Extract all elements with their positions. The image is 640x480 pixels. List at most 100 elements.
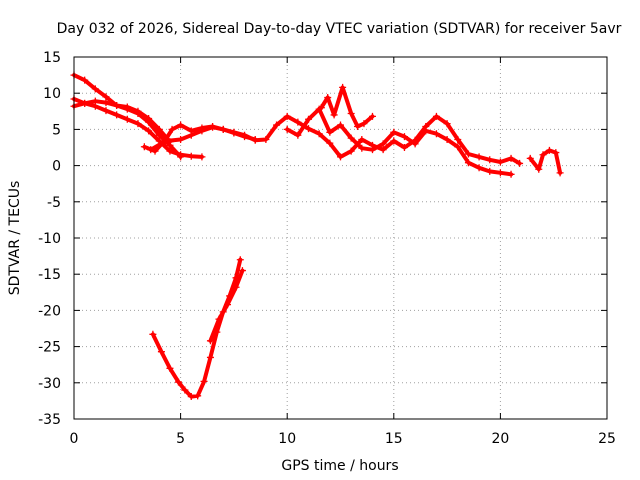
data-point xyxy=(516,159,524,167)
data-point xyxy=(443,120,451,128)
data-point xyxy=(194,392,202,400)
data-point xyxy=(177,151,185,159)
y-tick-label: -10 xyxy=(38,231,61,247)
data-point xyxy=(454,136,462,144)
data-point xyxy=(422,127,430,135)
data-point xyxy=(147,146,155,154)
series-line xyxy=(285,107,514,177)
data-point xyxy=(140,143,148,151)
data-point xyxy=(545,146,553,154)
x-tick-label: 5 xyxy=(176,431,185,447)
data-point xyxy=(496,169,504,177)
data-point xyxy=(209,123,217,131)
data-point xyxy=(262,136,270,144)
y-tick-label: -25 xyxy=(38,340,61,356)
chart-title: Day 032 of 2026, Sidereal Day-to-day VTE… xyxy=(57,21,622,37)
data-point xyxy=(464,150,472,158)
data-point xyxy=(241,131,249,139)
data-point xyxy=(360,120,368,128)
series-track-j xyxy=(206,267,246,345)
series-track-f xyxy=(283,105,515,178)
data-point xyxy=(81,99,89,107)
data-point xyxy=(251,136,259,144)
data-point xyxy=(206,353,214,361)
axes-layer: 0 5 10 15 20 25 15 10 5 0 -5 -10 -15 -20 -25 -30 -35 xyxy=(38,50,616,447)
data-point xyxy=(358,144,366,152)
series-layer xyxy=(70,71,564,401)
x-tick-label: 0 xyxy=(70,431,79,447)
data-point xyxy=(400,144,408,151)
data-point xyxy=(177,121,185,129)
data-point xyxy=(496,158,504,166)
data-point xyxy=(400,133,408,141)
data-point xyxy=(283,112,291,120)
data-point xyxy=(294,131,302,139)
y-tick-label: 0 xyxy=(52,159,61,175)
data-point xyxy=(475,164,483,172)
series-line xyxy=(528,148,563,175)
data-point xyxy=(283,125,291,133)
data-point xyxy=(526,154,534,162)
data-point xyxy=(507,170,515,178)
data-point xyxy=(273,121,281,129)
y-tick-label: -30 xyxy=(38,376,61,392)
data-point xyxy=(81,76,89,84)
data-point xyxy=(305,125,313,133)
data-point xyxy=(200,377,208,385)
data-point xyxy=(347,147,355,155)
data-point xyxy=(113,111,121,119)
x-axis-label: GPS time / hours xyxy=(281,458,398,474)
data-point xyxy=(181,386,189,394)
data-point xyxy=(339,83,347,91)
series-track-h xyxy=(526,146,564,177)
data-point xyxy=(354,123,362,131)
data-point xyxy=(411,140,419,148)
data-point xyxy=(230,128,238,136)
data-point xyxy=(162,137,170,145)
data-point xyxy=(390,137,398,145)
data-point xyxy=(166,364,174,372)
data-point xyxy=(232,283,240,291)
data-point xyxy=(219,125,227,133)
series-line xyxy=(150,257,243,399)
plot-frame xyxy=(73,56,608,420)
data-point xyxy=(347,134,355,142)
data-point xyxy=(145,127,153,135)
data-point xyxy=(556,169,564,177)
data-point xyxy=(174,378,182,386)
data-point xyxy=(187,152,195,160)
data-point xyxy=(157,348,165,356)
data-point xyxy=(552,149,560,157)
data-point xyxy=(123,103,131,111)
data-point xyxy=(91,97,99,105)
data-point xyxy=(149,330,157,338)
y-tick-label: -15 xyxy=(38,267,61,283)
data-point xyxy=(535,165,543,173)
data-point xyxy=(475,153,483,161)
series-track-i xyxy=(149,256,244,401)
data-point xyxy=(368,146,376,154)
data-point xyxy=(368,112,376,120)
data-point xyxy=(294,118,302,126)
data-point xyxy=(168,125,176,133)
data-point xyxy=(102,107,110,115)
data-point xyxy=(390,128,398,136)
data-point xyxy=(187,131,195,139)
data-point xyxy=(330,111,338,119)
data-point xyxy=(486,167,494,175)
data-point xyxy=(145,115,153,123)
data-point xyxy=(134,107,142,115)
data-point xyxy=(198,153,206,161)
data-point xyxy=(539,151,547,159)
data-point xyxy=(454,143,462,151)
data-point xyxy=(206,337,214,345)
data-point xyxy=(224,301,232,309)
data-point xyxy=(347,109,355,117)
y-tick-label: 5 xyxy=(52,122,61,138)
series-line xyxy=(208,268,245,343)
data-point xyxy=(134,120,142,128)
data-point xyxy=(507,154,515,162)
data-point xyxy=(464,159,472,167)
data-point xyxy=(317,104,325,112)
